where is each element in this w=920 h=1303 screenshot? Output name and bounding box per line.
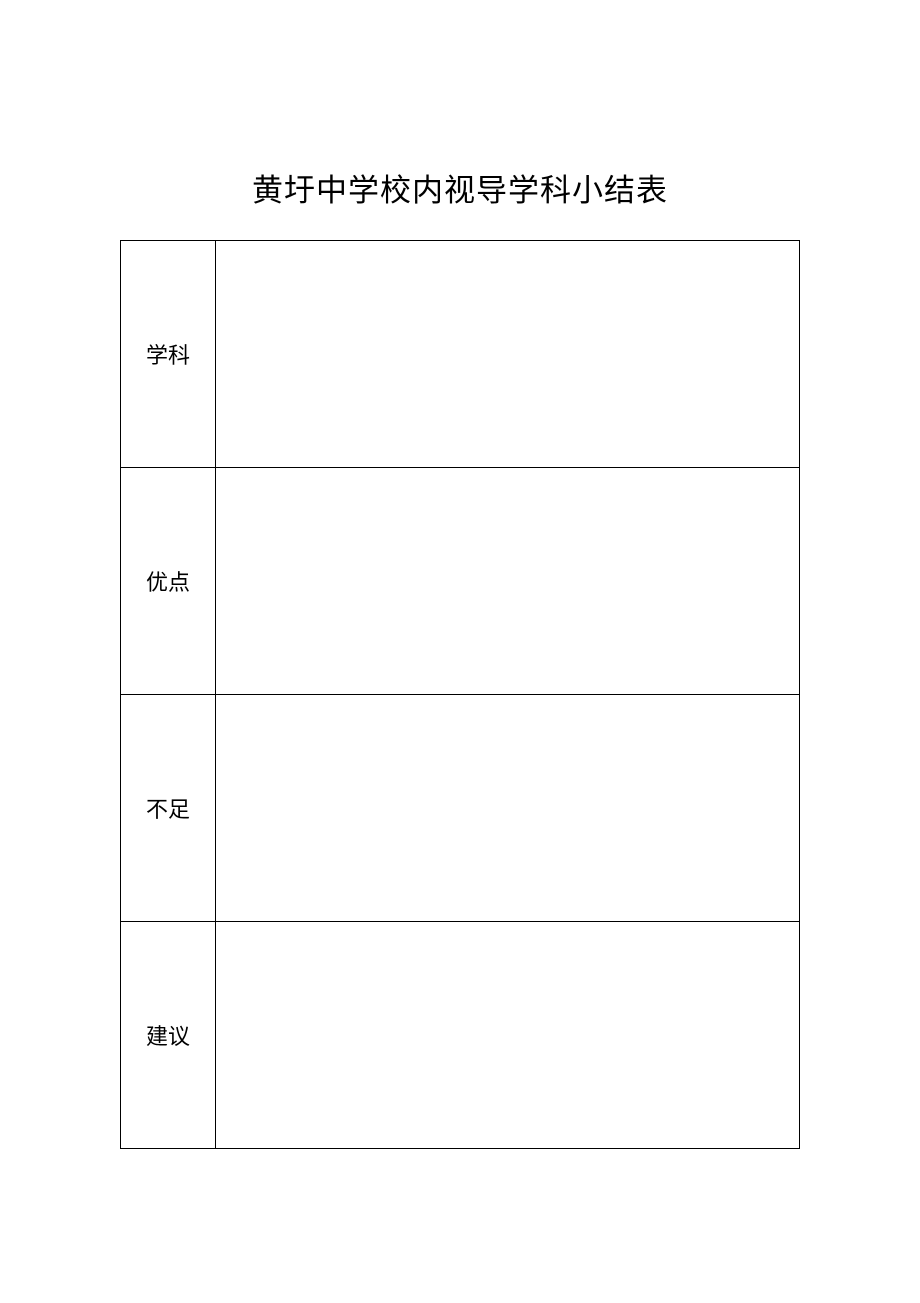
table-row: 学科 <box>121 241 800 468</box>
row-label-subject: 学科 <box>121 241 216 468</box>
row-label-weaknesses: 不足 <box>121 695 216 922</box>
table-row: 优点 <box>121 468 800 695</box>
row-label-suggestions: 建议 <box>121 922 216 1149</box>
row-label-strengths: 优点 <box>121 468 216 695</box>
table-row: 不足 <box>121 695 800 922</box>
row-value-suggestions <box>216 922 800 1149</box>
summary-table: 学科 优点 不足 建议 <box>120 240 800 1149</box>
table-row: 建议 <box>121 922 800 1149</box>
row-value-strengths <box>216 468 800 695</box>
row-value-weaknesses <box>216 695 800 922</box>
document-title: 黄圩中学校内视导学科小结表 <box>120 165 800 210</box>
document-container: 黄圩中学校内视导学科小结表 学科 优点 不足 建议 <box>120 165 800 1149</box>
row-value-subject <box>216 241 800 468</box>
